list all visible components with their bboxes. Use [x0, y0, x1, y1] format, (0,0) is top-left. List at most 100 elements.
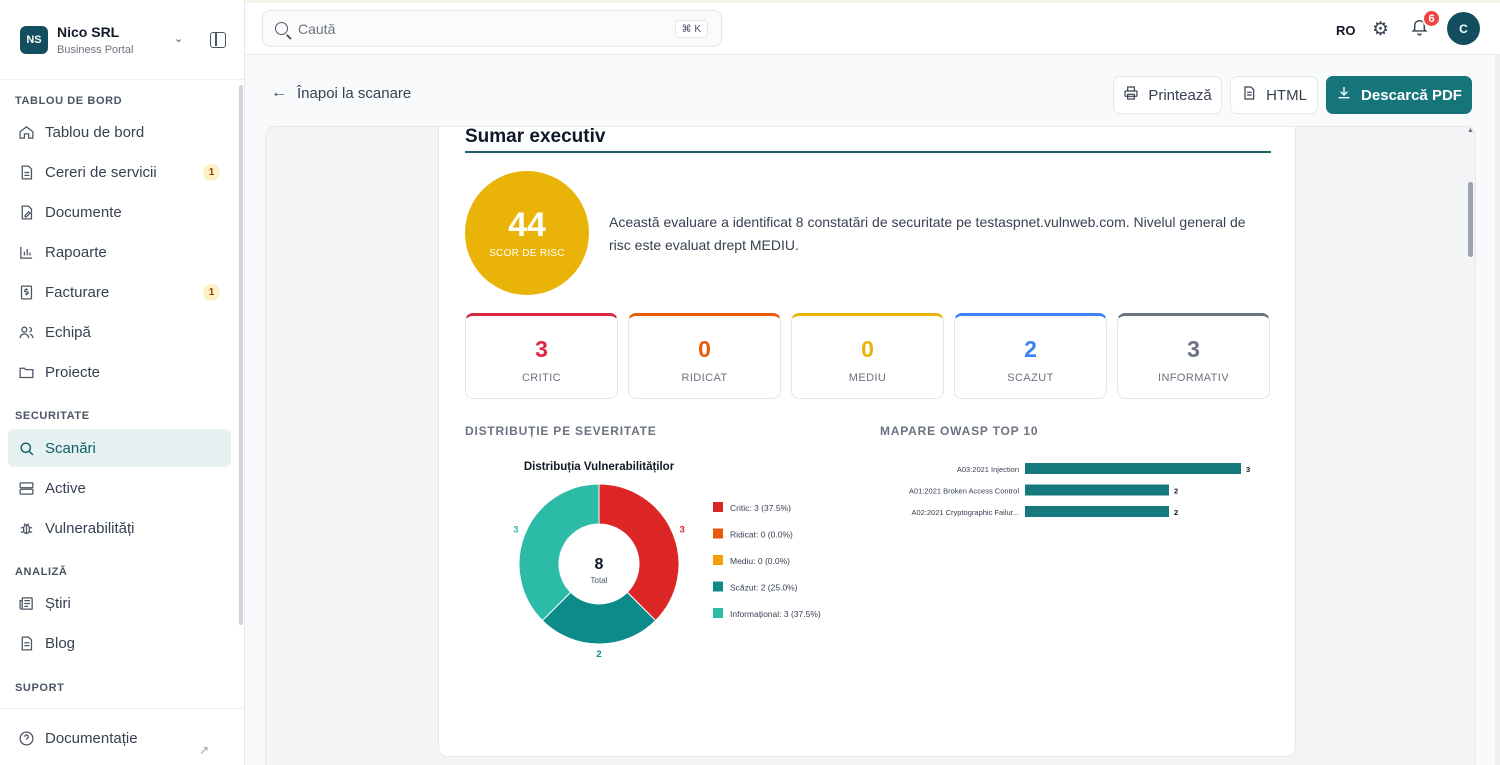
sidebar-item-dashboard[interactable]: Tablou de bord — [8, 113, 231, 151]
notification-badge: 6 — [1422, 9, 1441, 28]
html-export-button[interactable]: HTML — [1230, 76, 1318, 114]
severity-card-medium: 0 MEDIU — [791, 313, 944, 399]
print-label: Printează — [1148, 86, 1212, 104]
sidebar-item-scans[interactable]: Scanări — [8, 429, 231, 467]
sidebar-item-blog[interactable]: Blog — [8, 624, 231, 662]
executive-summary-text: Această evaluare a identificat 8 constat… — [609, 214, 1246, 253]
sidebar-item-label: Rapoarte — [45, 243, 107, 261]
sidebar-item-label: Cereri de servicii — [45, 163, 157, 181]
chart-icon — [17, 243, 35, 261]
report-page: Sumar executiv 44 SCOR DE RISC Această e… — [438, 126, 1296, 757]
nav-section-security: SECURITATE — [15, 410, 90, 422]
legend-label: Critic: 3 (37.5%) — [730, 503, 791, 513]
bar-category-label: A01:2021 Broken Access Control — [909, 487, 1019, 496]
sidebar-item-news[interactable]: Știri — [8, 584, 231, 622]
edit-icon — [17, 203, 35, 221]
file-icon — [17, 163, 35, 181]
count-badge: 1 — [203, 284, 220, 301]
owasp-heading: MAPARE OWASP TOP 10 — [880, 424, 1039, 438]
legend-label: Mediu: 0 (0.0%) — [730, 556, 790, 566]
pie-slice — [598, 483, 680, 622]
sidebar-item-team[interactable]: Echipă — [8, 313, 231, 351]
bar-value-label: 2 — [1174, 508, 1178, 517]
severity-card-informational: 3 INFORMATIV — [1117, 313, 1270, 399]
help-icon — [17, 729, 35, 747]
html-label: HTML — [1266, 86, 1307, 104]
sidebar-item-vulnerabilities[interactable]: Vulnerabilități — [8, 509, 231, 547]
search-input[interactable]: Caută ⌘ K — [262, 10, 722, 47]
sidebar-item-label: Scanări — [45, 439, 96, 457]
sidebar-item-reports[interactable]: Rapoarte — [8, 233, 231, 271]
download-pdf-button[interactable]: Descarcă PDF — [1326, 76, 1472, 114]
pie-data-label: 3 — [513, 525, 518, 536]
scroll-up-icon[interactable]: ▲ — [1467, 127, 1474, 134]
severity-card-low: 2 SCAZUT — [954, 313, 1107, 399]
page-scrollbar[interactable] — [1495, 55, 1500, 765]
sidebar-item-label: Vulnerabilități — [45, 519, 135, 537]
legend-swatch — [713, 528, 723, 539]
back-label: Înapoi la scanare — [297, 84, 412, 102]
sidebar-item-label: Documente — [45, 203, 122, 221]
bar — [1025, 463, 1241, 474]
pie-data-label: 2 — [596, 649, 601, 660]
section-title: Sumar executiv — [465, 126, 606, 147]
sidebar-item-label: Blog — [45, 634, 76, 652]
news-icon — [17, 594, 35, 612]
print-button[interactable]: Printează — [1113, 76, 1222, 114]
search-placeholder: Caută — [298, 20, 336, 37]
top-bar: Caută ⌘ K RO ⚙ 6 C — [245, 0, 1500, 55]
sidebar-item-service-requests[interactable]: Cereri de servicii 1 — [8, 153, 231, 191]
sidebar-item-label: Active — [45, 479, 86, 497]
bar — [1025, 484, 1169, 496]
legend-label: Informațional: 3 (37.5%) — [730, 609, 821, 619]
severity-label: MEDIU — [848, 372, 887, 384]
sidebar-collapse-icon[interactable] — [210, 32, 226, 48]
severity-count: 0 — [698, 336, 711, 362]
report-viewer: ▲ Sumar executiv 44 SCOR DE RISC Această… — [265, 126, 1476, 765]
workspace-switcher[interactable]: NS Nico SRL Business Portal — [0, 0, 244, 80]
download-icon — [1336, 85, 1352, 105]
bug-icon — [17, 519, 35, 537]
legend-swatch — [713, 502, 723, 512]
language-switcher[interactable]: RO — [1336, 23, 1356, 38]
sidebar-item-projects[interactable]: Proiecte — [8, 353, 231, 391]
legend-swatch — [713, 581, 723, 592]
pie-title: Distribuția Vulnerabilităților — [524, 461, 675, 473]
legend-swatch — [713, 555, 723, 565]
sidebar: NS Nico SRL Business Portal ⌄ TABLOU DE … — [0, 0, 245, 765]
sidebar-item-documentation[interactable]: Documentație ↗ — [8, 719, 231, 757]
legend-swatch — [713, 608, 723, 618]
search-icon — [17, 439, 35, 457]
sidebar-footer: Documentație ↗ — [0, 708, 244, 765]
report-scrollbar[interactable] — [1468, 182, 1473, 257]
sidebar-item-label: Tablou de bord — [45, 123, 145, 141]
nav-section-dashboard: TABLOU DE BORD — [15, 95, 123, 107]
pie-slice — [541, 591, 657, 645]
sidebar-item-label: Proiecte — [45, 363, 101, 381]
severity-label: SCAZUT — [1007, 372, 1054, 384]
brand-logo: NS — [20, 25, 48, 54]
sidebar-item-assets[interactable]: Active — [8, 469, 231, 507]
server-icon — [17, 479, 35, 497]
pdf-label: Descarcă PDF — [1361, 86, 1462, 104]
printer-icon — [1123, 85, 1139, 105]
sidebar-item-billing[interactable]: Facturare 1 — [8, 273, 231, 311]
severity-count: 3 — [535, 336, 548, 362]
legend-label: Ridicat: 0 (0.0%) — [730, 530, 793, 540]
sidebar-item-label: Facturare — [45, 283, 110, 301]
legend-label: Scăzut: 2 (25.0%) — [730, 583, 798, 593]
sidebar-scrollbar[interactable] — [239, 85, 243, 625]
sidebar-item-documents[interactable]: Documente — [8, 193, 231, 231]
sidebar-item-label: Echipă — [45, 323, 91, 341]
chevron-down-icon[interactable]: ⌄ — [174, 33, 184, 45]
bar-category-label: A02:2021 Cryptographic Failur... — [911, 508, 1019, 517]
arrow-left-icon: ← — [271, 84, 287, 101]
severity-label: INFORMATIV — [1157, 372, 1229, 384]
back-to-scan-link[interactable]: ← Înapoi la scanare — [271, 84, 411, 102]
severity-count: 2 — [1024, 336, 1037, 362]
gear-icon[interactable]: ⚙ — [1372, 19, 1390, 40]
avatar[interactable]: C — [1447, 12, 1480, 45]
keyboard-shortcut: ⌘ K — [674, 20, 708, 38]
pie-center-label: Total — [591, 576, 608, 585]
pie-data-label: 3 — [680, 525, 685, 536]
